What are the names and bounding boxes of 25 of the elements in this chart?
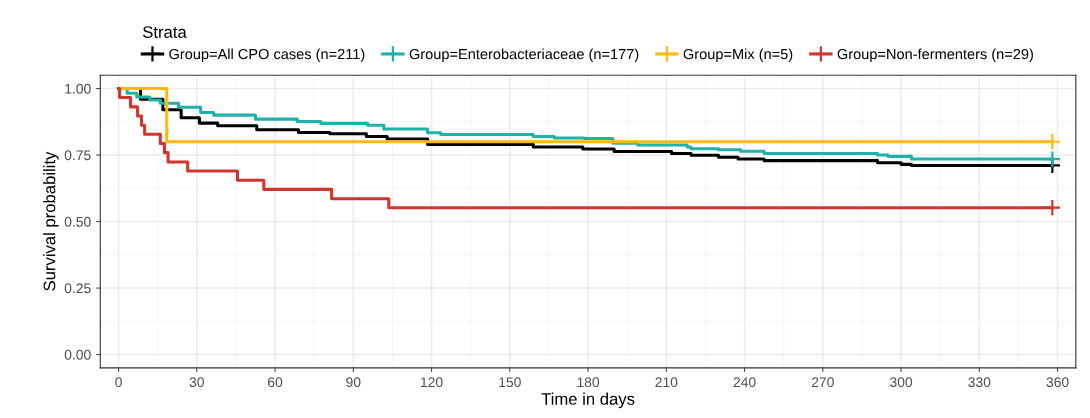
x-axis-title: Time in days <box>541 392 635 409</box>
y-tick-label: 1.00 <box>65 83 91 94</box>
y-tick-label: 0.00 <box>64 349 91 360</box>
x-tick-label: 150 <box>499 377 521 388</box>
legend-label: Group=Enterobacteriaceae (n=177) <box>409 48 639 63</box>
x-tick-label: 0 <box>115 377 122 388</box>
y-tick-label: 0.25 <box>64 283 91 294</box>
x-tick-label: 210 <box>655 377 678 388</box>
legend-label: Group=All CPO cases (n=211) <box>169 48 365 63</box>
x-tick-label: 240 <box>733 377 756 388</box>
y-tick-label: 0.75 <box>64 150 91 161</box>
x-tick-label: 270 <box>811 377 834 388</box>
x-tick-label: 90 <box>346 377 361 388</box>
x-tick-label: 30 <box>189 377 204 388</box>
legend-title: Strata <box>143 26 187 38</box>
legend-label: Group=Mix (n=5) <box>683 48 793 63</box>
x-tick-label: 330 <box>968 377 991 388</box>
x-tick-label: 180 <box>577 377 600 388</box>
y-axis-title: Survival probability <box>43 151 59 291</box>
x-tick-label: 60 <box>268 377 283 388</box>
x-tick-label: 360 <box>1046 377 1069 388</box>
y-tick-label: 0.50 <box>64 216 91 227</box>
x-tick-label: 300 <box>890 377 913 388</box>
x-tick-label: 120 <box>421 377 443 388</box>
legend-label: Group=Non-fermenters (n=29) <box>837 48 1033 63</box>
